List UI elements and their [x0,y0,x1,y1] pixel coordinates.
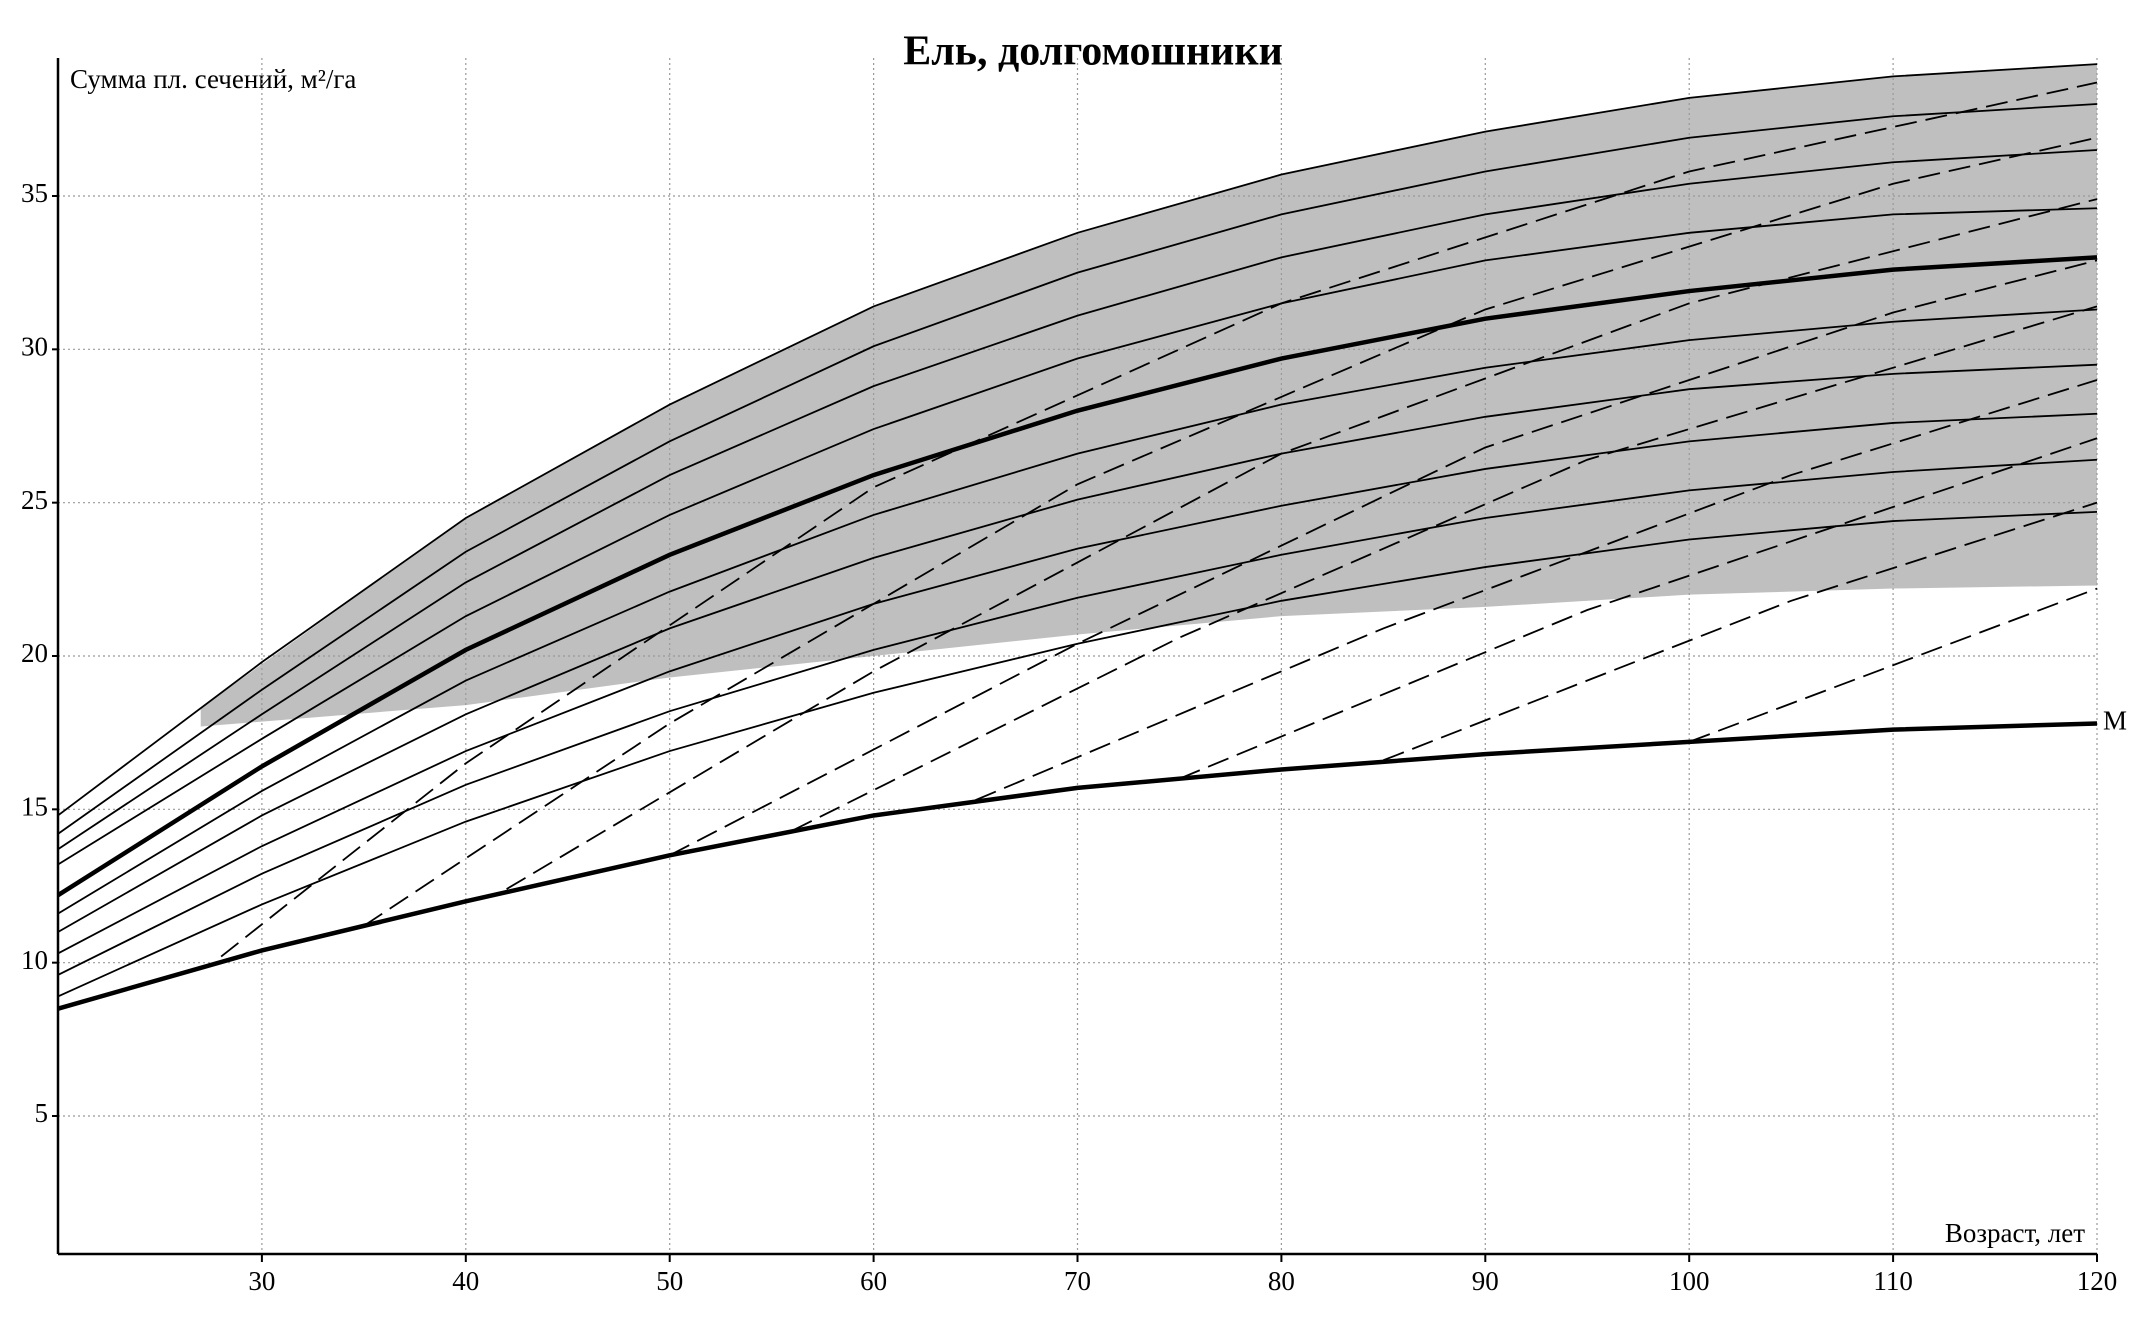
dashed-line [791,305,2098,832]
x-axis-label: Возраст, лет [1945,1218,2085,1248]
y-tick-label: 20 [21,638,48,668]
shaded-band [200,64,2098,727]
series-line [57,458,2098,976]
series-line [57,721,2098,1011]
x-tick-label: 30 [248,1266,275,1296]
x-tick-label: 60 [860,1266,887,1296]
y-tick-label: 15 [21,792,48,822]
x-tick-label: 100 [1669,1266,1710,1296]
y-tick-label: 25 [21,485,48,515]
dashed-line [363,136,2098,927]
chart-title: Ель, долгомошники [903,29,1283,75]
series-line [57,207,2098,866]
x-tick-label: 110 [1873,1266,1913,1296]
x-tick-label: 80 [1268,1266,1295,1296]
y-tick-label: 5 [35,1098,49,1128]
dashed-line [1179,437,2098,780]
dashed-line [1688,587,2098,743]
y-tick-label: 10 [21,945,48,975]
dashed-line [220,81,2098,958]
dashed-line [669,259,2098,857]
y-axis-label: Сумма пл. сечений, м²/га [70,64,356,94]
x-tick-label: 50 [656,1266,683,1296]
series-line [57,412,2098,955]
series-line [57,510,2098,998]
series-line [57,103,2098,835]
x-tick-label: 40 [452,1266,479,1296]
x-tick-label: 120 [2077,1266,2118,1296]
series-line [57,308,2098,915]
dashed-line [506,198,2098,890]
x-tick-label: 90 [1472,1266,1499,1296]
series-label: М [2103,706,2127,736]
series-line [57,149,2098,850]
y-tick-label: 30 [21,332,48,362]
series-line [56,255,2098,898]
dashed-line [1383,501,2098,762]
dashed-line [975,379,2098,801]
y-tick-label: 35 [21,178,48,208]
series-line [57,63,2098,817]
series-line [57,363,2098,933]
x-tick-label: 70 [1064,1266,1091,1296]
